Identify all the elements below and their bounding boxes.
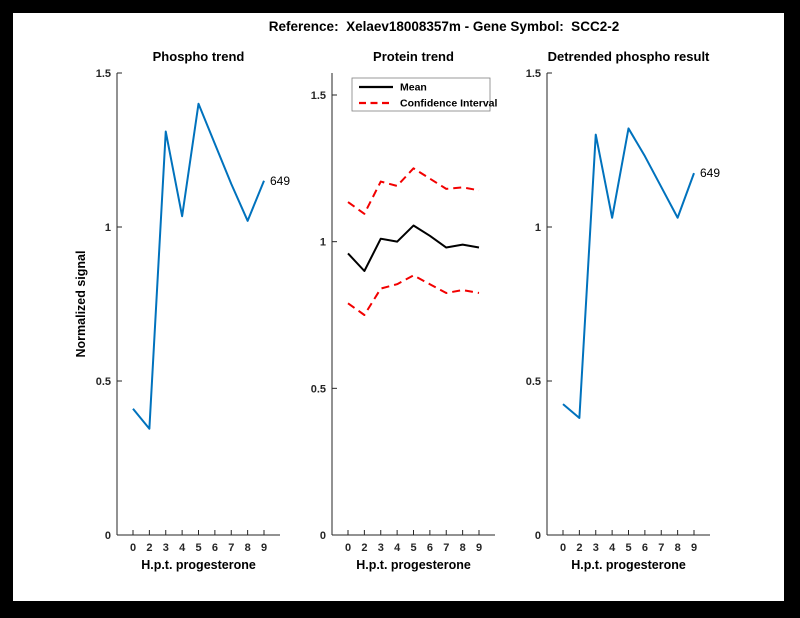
plot2-x-tick-label: 5 (410, 542, 416, 554)
plot2-line-mean (347, 224, 480, 272)
plot2-x-tick-label: 6 (427, 542, 433, 554)
plot1-ylabel: Normalized signal (74, 251, 88, 358)
plot3-x-tick-label: 6 (642, 542, 648, 554)
plot1-x-tick-label: 4 (179, 542, 186, 554)
plot1-x-tick-label: 9 (261, 542, 267, 554)
plot1-y-tick-label: 0 (105, 530, 111, 542)
plot1-y-tick-label: 1.5 (96, 68, 111, 80)
plot2-x-tick-label: 3 (378, 542, 384, 554)
plot1-x-tick-label: 6 (212, 542, 218, 554)
plot3-y-tick-label: 1.5 (526, 68, 541, 80)
plot3-x-tick-label: 0 (560, 542, 566, 554)
plot2-x-tick-label: 8 (460, 542, 466, 554)
plot1-x-tick-label: 3 (163, 542, 169, 554)
plot3-y-tick-label: 0.5 (526, 376, 541, 388)
figure-canvas: Reference: Xelaev18008357m - Gene Symbol… (13, 13, 784, 601)
plot2-y-tick-label: 0.5 (311, 383, 326, 395)
plot2-x-tick-label: 9 (476, 542, 482, 554)
plot2-line-confidence-interval-lower (347, 274, 480, 316)
plot1-xlabel: H.p.t. progesterone (141, 558, 256, 572)
plot2-x-tick-label: 7 (443, 542, 449, 554)
plot2-x-tick-label: 4 (394, 542, 401, 554)
plot1-x-tick-label: 8 (245, 542, 251, 554)
plot3-x-tick-label: 3 (593, 542, 599, 554)
plot2-x-tick-label: 0 (345, 542, 351, 554)
plot2-y-tick-label: 1.5 (311, 90, 326, 102)
plot2-x-tick-label: 2 (361, 542, 367, 554)
plot3-x-tick-label: 9 (691, 542, 697, 554)
plot1-title: Phospho trend (153, 49, 245, 64)
plot3-title: Detrended phospho result (548, 49, 710, 64)
plot3-line-detrended-phospho-signal (562, 127, 695, 419)
plot2-legend-label-1: Confidence Interval (400, 98, 498, 110)
plot3-xlabel: H.p.t. progesterone (571, 558, 686, 572)
plot1-line-phospho-signal (132, 102, 265, 430)
plot3-y-tick-label: 0 (535, 530, 541, 542)
plot1-x-tick-label: 7 (228, 542, 234, 554)
plot3-end-label: 649 (700, 166, 720, 180)
plot1-x-tick-label: 5 (195, 542, 201, 554)
plot2-xlabel: H.p.t. progesterone (356, 558, 471, 572)
plot2-legend-label-0: Mean (400, 82, 427, 94)
plot1-end-label: 649 (270, 174, 290, 188)
plot1-x-tick-label: 2 (146, 542, 152, 554)
plot2-y-tick-label: 1 (320, 237, 326, 249)
plot2-line-confidence-interval-upper (347, 167, 480, 215)
plot2-title: Protein trend (373, 49, 454, 64)
plot3-x-tick-label: 2 (576, 542, 582, 554)
plot1-y-tick-label: 0.5 (96, 376, 111, 388)
plot1-y-tick-label: 1 (105, 222, 111, 234)
plot1-x-tick-label: 0 (130, 542, 136, 554)
plot2-y-tick-label: 0 (320, 530, 326, 542)
figure-title: Reference: Xelaev18008357m - Gene Symbol… (268, 19, 620, 34)
plot3-y-tick-label: 1 (535, 222, 541, 234)
plot3-x-tick-label: 5 (625, 542, 631, 554)
plot3-x-tick-label: 8 (675, 542, 681, 554)
plot3-x-tick-label: 4 (609, 542, 616, 554)
plot2-legend-box (351, 77, 491, 112)
plot3-x-tick-label: 7 (658, 542, 664, 554)
